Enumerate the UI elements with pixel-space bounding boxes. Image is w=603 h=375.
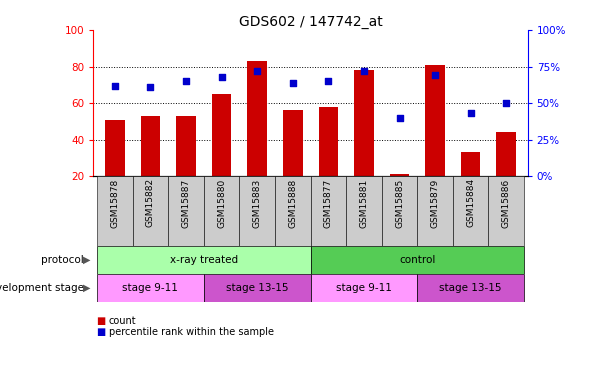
Bar (97, 176, 133, 246)
Bar (140, 116, 160, 176)
Text: stage 13-15: stage 13-15 (226, 283, 288, 293)
Bar (390, 174, 409, 176)
Bar (382, 176, 417, 246)
Point (359, 68, 369, 74)
Text: GSM15886: GSM15886 (502, 178, 511, 228)
Text: GSM15884: GSM15884 (466, 178, 475, 228)
Text: GSM15882: GSM15882 (146, 178, 155, 228)
Bar (97, 274, 204, 302)
Bar (461, 153, 481, 176)
Bar (496, 132, 516, 176)
Bar (311, 176, 346, 246)
Text: GSM15888: GSM15888 (288, 178, 297, 228)
Text: stage 13-15: stage 13-15 (440, 283, 502, 293)
Bar (453, 176, 488, 246)
Bar (318, 107, 338, 176)
Point (252, 68, 262, 74)
Bar (275, 176, 311, 246)
Point (181, 78, 191, 84)
Bar (354, 70, 374, 176)
Text: control: control (399, 255, 435, 265)
Text: GSM15880: GSM15880 (217, 178, 226, 228)
Bar (283, 110, 303, 176)
Text: x-ray treated: x-ray treated (169, 255, 238, 265)
Bar (133, 176, 168, 246)
Point (110, 82, 119, 88)
Text: protocol: protocol (42, 255, 87, 265)
Text: ■: ■ (96, 316, 106, 326)
Text: stage 9-11: stage 9-11 (336, 283, 392, 293)
Bar (204, 176, 239, 246)
Bar (425, 65, 445, 176)
Text: GSM15885: GSM15885 (395, 178, 404, 228)
Text: GSM15877: GSM15877 (324, 178, 333, 228)
Bar (176, 116, 196, 176)
Bar (204, 274, 311, 302)
Bar (346, 176, 382, 246)
Point (431, 72, 440, 78)
Bar (247, 61, 267, 176)
Bar (417, 274, 524, 302)
Point (466, 110, 476, 116)
Point (288, 80, 297, 86)
Text: GSM15881: GSM15881 (359, 178, 368, 228)
Text: GSM15883: GSM15883 (253, 178, 262, 228)
Bar (97, 246, 311, 274)
Text: development stage: development stage (0, 283, 87, 293)
Text: percentile rank within the sample: percentile rank within the sample (109, 327, 274, 337)
Point (145, 84, 155, 90)
Text: count: count (109, 316, 136, 326)
Text: ▶: ▶ (83, 283, 90, 293)
Point (502, 100, 511, 106)
Text: ▶: ▶ (83, 255, 90, 265)
Bar (311, 246, 524, 274)
Point (324, 78, 333, 84)
Bar (168, 176, 204, 246)
Text: GSM15879: GSM15879 (431, 178, 440, 228)
Point (216, 74, 226, 80)
Text: GSM15878: GSM15878 (110, 178, 119, 228)
Bar (212, 94, 232, 176)
Title: GDS602 / 147742_at: GDS602 / 147742_at (239, 15, 382, 29)
Bar (105, 120, 125, 176)
Bar (239, 176, 275, 246)
Text: ■: ■ (96, 327, 106, 337)
Text: GSM15887: GSM15887 (182, 178, 191, 228)
Text: stage 9-11: stage 9-11 (122, 283, 178, 293)
Bar (417, 176, 453, 246)
Bar (311, 274, 417, 302)
Bar (488, 176, 524, 246)
Point (395, 115, 405, 121)
